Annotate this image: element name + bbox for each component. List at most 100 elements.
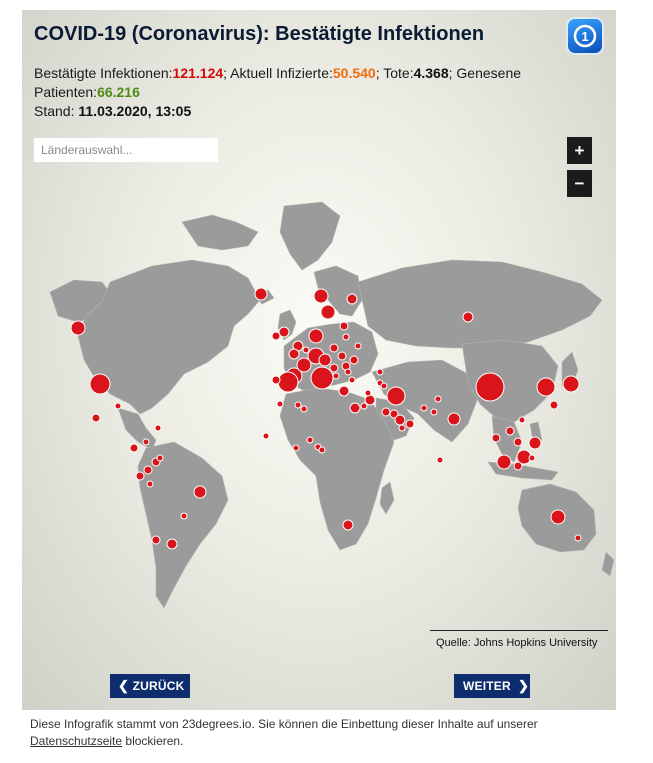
bubble-chile <box>151 535 161 545</box>
zoom-out-button[interactable]: − <box>567 170 592 197</box>
stats-block: Bestätigte Infektionen:121.124; Aktuell … <box>34 64 609 121</box>
bubble-cuba <box>154 424 162 432</box>
bubble-croatia <box>332 372 340 380</box>
bubble-ecuador <box>143 465 153 475</box>
case-bubbles[interactable] <box>70 287 582 550</box>
bubble-south-africa <box>342 519 354 531</box>
bubble-luxembourg <box>302 346 310 354</box>
bubble-austria <box>318 353 332 367</box>
active-value: 50.540 <box>332 65 376 81</box>
infographic-panel: COVID-19 (Coronavirus): Bestätigte Infek… <box>22 10 616 710</box>
bubble-burkina <box>292 444 300 452</box>
land-arctic-islands <box>181 214 259 251</box>
bubble-thailand <box>491 433 501 443</box>
bubble-nigeria <box>306 436 314 444</box>
bubble-nepal <box>430 408 438 416</box>
chevron-right-icon: ❯ <box>517 678 530 693</box>
bubble-iran <box>386 386 406 406</box>
bubble-portugal <box>271 375 281 385</box>
bubble-australia-se <box>574 534 582 542</box>
bubble-vietnam <box>505 426 515 436</box>
bubble-bahrain <box>389 409 399 419</box>
land-north-america <box>77 259 261 415</box>
source-divider <box>430 630 608 631</box>
bubble-india <box>447 412 461 426</box>
land-central-america <box>117 407 157 451</box>
bubble-dominican <box>142 438 150 446</box>
page-title: COVID-19 (Coronavirus): Bestätigte Infek… <box>34 23 485 45</box>
land-russia <box>357 259 603 349</box>
bubble-argentina <box>166 538 178 550</box>
privacy-link[interactable]: Datenschutzseite <box>30 734 123 748</box>
land-new-zealand <box>601 551 615 577</box>
bubble-finland <box>346 293 358 305</box>
bubble-usa-east <box>114 402 122 410</box>
bubble-bolivia <box>146 480 154 488</box>
bubble-tunisia <box>300 405 308 413</box>
bubble-iraq <box>364 394 376 406</box>
bubble-bulgaria <box>348 376 356 384</box>
bubble-venezuela <box>156 454 164 462</box>
bubble-estonia <box>339 321 349 331</box>
bubble-uk <box>278 326 290 338</box>
bubble-spain <box>277 371 299 393</box>
bubble-oman <box>420 404 428 412</box>
bubble-hong-kong <box>518 416 526 424</box>
bubble-cambodia <box>513 437 523 447</box>
source-note: Quelle: Johns Hopkins University <box>436 637 598 649</box>
bubble-indonesia <box>513 461 523 471</box>
next-label: WEITER <box>463 679 511 693</box>
bubble-canada <box>70 320 86 336</box>
bubble-ireland <box>271 331 281 341</box>
recovered-value: 66.216 <box>97 84 140 100</box>
bubble-italy <box>310 366 334 390</box>
land-greenland <box>279 201 341 271</box>
bubble-peru <box>135 471 145 481</box>
bubble-algeria <box>294 401 302 409</box>
bubble-turkey <box>380 382 388 390</box>
land-masses <box>49 201 615 609</box>
bubble-mongolia <box>462 311 474 323</box>
bubble-togo <box>318 446 326 454</box>
bubble-czech <box>337 351 347 361</box>
deaths-value: 4.368 <box>413 65 449 81</box>
land-africa <box>279 387 395 551</box>
bubble-ukraine <box>354 342 362 350</box>
prev-label: ZURÜCK <box>132 679 185 693</box>
land-east-asia <box>461 339 559 423</box>
bubble-serbia <box>344 368 352 376</box>
bubble-morocco <box>276 400 284 408</box>
active-label: ; Aktuell Infizierte: <box>223 65 333 81</box>
chevron-left-icon: ❮ <box>118 678 130 693</box>
date-value: 11.03.2020, 13:05 <box>78 103 192 119</box>
svg-text:1: 1 <box>581 29 588 44</box>
bubble-egypt <box>360 402 368 410</box>
bubble-philippines <box>528 436 542 450</box>
next-button[interactable]: WEITER ❯ <box>454 674 530 698</box>
bubble-qatar <box>394 414 406 426</box>
bubble-cyprus <box>364 389 372 397</box>
bubble-afghanistan <box>434 395 442 403</box>
bubble-korea <box>536 377 556 397</box>
bubble-japan <box>562 375 580 393</box>
land-madagascar <box>379 481 395 515</box>
confirmed-label: Bestätigte Infektionen: <box>34 65 173 81</box>
bubble-poland <box>329 343 339 353</box>
embed-notice-text: Diese Infografik stammt von 23degrees.io… <box>30 717 538 731</box>
bubble-russia <box>342 333 350 341</box>
bubble-uae <box>405 419 415 429</box>
bubble-panama <box>129 443 139 453</box>
country-search-input[interactable] <box>34 138 218 162</box>
bubble-taiwan <box>549 400 559 410</box>
bubble-mexico <box>91 413 101 423</box>
bubble-switzerland <box>296 357 312 373</box>
bubble-usa <box>89 373 111 395</box>
bubble-norway <box>313 288 329 304</box>
world-map[interactable] <box>22 10 616 710</box>
bubble-malaysia <box>496 454 512 470</box>
bubble-sweden <box>320 304 336 320</box>
zoom-in-button[interactable]: + <box>567 137 592 164</box>
bubble-sri-lanka <box>436 456 444 464</box>
bubble-denmark <box>308 328 324 344</box>
prev-button[interactable]: ❮ ZURÜCK <box>110 674 190 698</box>
